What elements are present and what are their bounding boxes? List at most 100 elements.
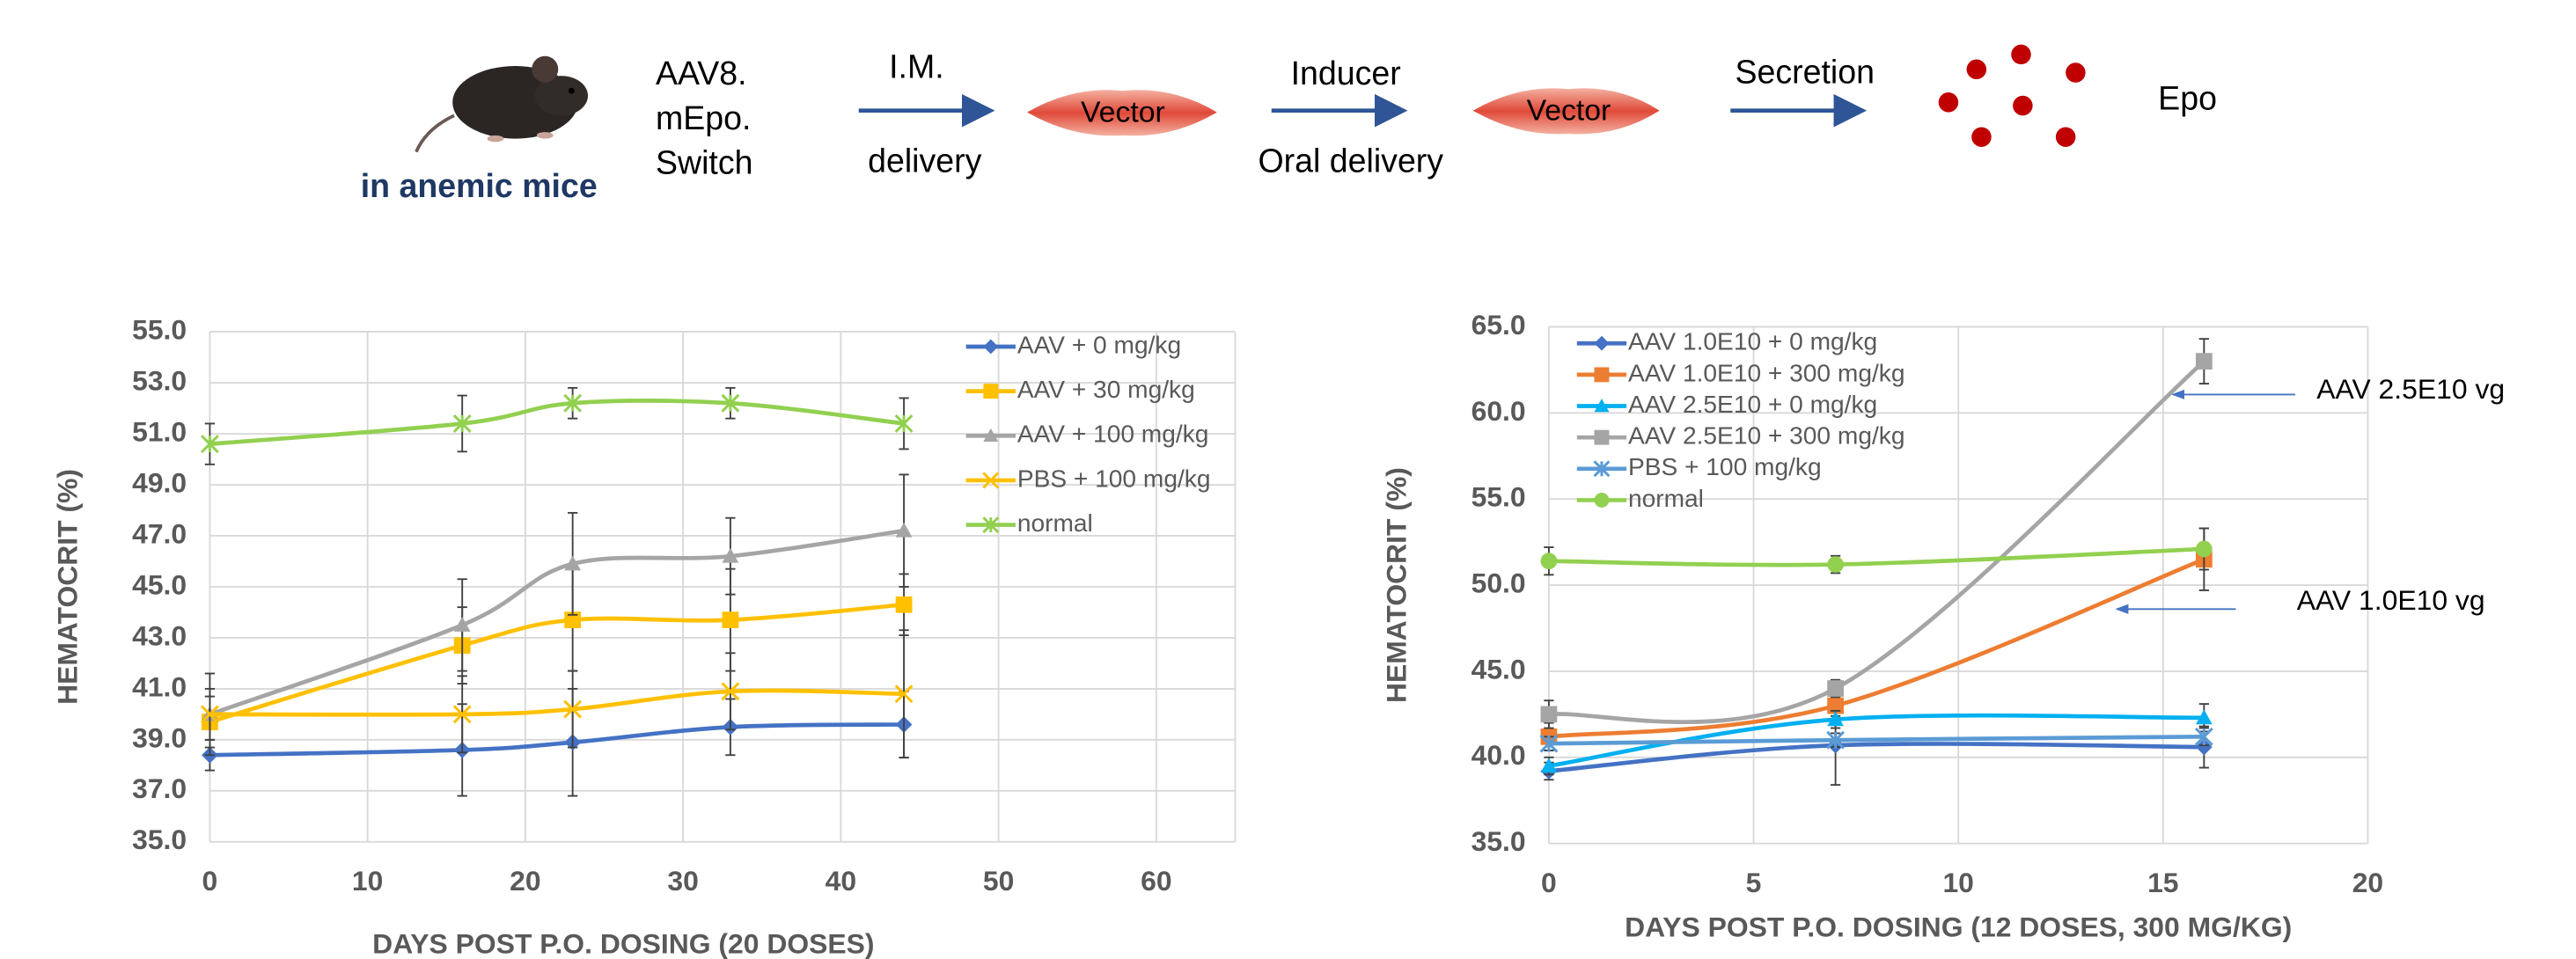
marker	[200, 705, 219, 724]
step-label: Oral delivery	[1259, 143, 1444, 179]
y-tick-label: 39.0	[132, 721, 187, 753]
y-tick-label: 60.0	[1471, 395, 1526, 427]
series-line	[209, 688, 905, 717]
marker	[1594, 399, 1610, 413]
marker	[1594, 335, 1610, 351]
marker	[722, 611, 739, 629]
series-line	[1548, 546, 2205, 567]
x-tick-label: 20	[510, 865, 540, 897]
x-tick-label: 30	[667, 865, 698, 897]
x-tick-label: 50	[983, 865, 1014, 897]
legend-label: AAV 2.5E10 + 0 mg/kg	[1628, 391, 1877, 418]
series-line	[209, 399, 905, 446]
step-label: Inducer	[1291, 55, 1401, 92]
x-tick-label: 40	[826, 865, 856, 897]
y-axis-title: HEMATOCRIT (%)	[1381, 467, 1413, 703]
x-tick-label: 0	[1541, 867, 1557, 898]
y-tick-label: 41.0	[132, 670, 187, 702]
tissue-label: Vector	[1081, 95, 1165, 128]
y-tick-label: 53.0	[132, 364, 187, 396]
x-tick-label: 20	[2352, 867, 2383, 898]
legend-label: AAV 1.0E10 + 0 mg/kg	[1628, 328, 1877, 355]
muscle-icon	[1027, 90, 1217, 136]
annotation: AAV 2.5E10 vg	[2316, 373, 2505, 405]
marker	[1540, 758, 1558, 773]
marker	[721, 393, 740, 413]
series-line	[1548, 359, 2205, 724]
legend-label: AAV + 0 mg/kg	[1017, 331, 1181, 358]
marker	[2195, 540, 2213, 558]
marker	[2195, 709, 2213, 725]
marker	[2195, 738, 2213, 756]
legend-label: AAV + 30 mg/kg	[1017, 376, 1195, 403]
y-tick-label: 37.0	[132, 772, 187, 804]
marker	[895, 522, 913, 538]
construct-line: Switch	[656, 144, 753, 181]
construct-line: AAV8.	[656, 55, 747, 92]
legend-label: normal	[1017, 509, 1093, 537]
marker	[2194, 727, 2213, 746]
x-tick-label: 15	[2147, 867, 2178, 898]
marker	[983, 428, 999, 443]
x-tick-label: 60	[1141, 865, 1171, 897]
y-tick-label: 43.0	[132, 619, 187, 651]
marker	[564, 611, 582, 629]
legend-label: AAV 1.0E10 + 300 mg/kg	[1628, 359, 1905, 386]
subject-label: in anemic mice	[361, 167, 598, 204]
y-tick-label: 45.0	[132, 568, 187, 600]
y-tick-label: 55.0	[132, 314, 187, 346]
marker	[894, 684, 914, 704]
legend-label: AAV + 100 mg/kg	[1017, 421, 1209, 448]
epo-dots	[1938, 44, 2086, 147]
x-axis-title: DAYS POST P.O. DOSING (12 DOSES, 300 MG/…	[1625, 911, 2292, 943]
step-label: Secretion	[1735, 53, 1875, 90]
legend-label: PBS + 100 mg/kg	[1628, 453, 1822, 480]
marker	[563, 699, 583, 719]
marker	[1827, 556, 1844, 573]
muscle-icon	[1472, 88, 1660, 135]
marker	[1539, 734, 1559, 753]
marker	[982, 472, 1000, 489]
x-axis-title: DAYS POST P.O. DOSING (20 DOSES)	[372, 927, 874, 959]
y-tick-label: 55.0	[1471, 481, 1526, 513]
marker	[2195, 353, 2213, 370]
marker	[1594, 493, 1610, 508]
y-tick-label: 40.0	[1471, 739, 1526, 771]
step-label: I.M.	[889, 48, 944, 85]
tissue-label: Vector	[1527, 93, 1611, 127]
y-tick-label: 51.0	[132, 415, 187, 447]
marker	[722, 547, 739, 563]
legend-label: AAV 2.5E10 + 300 mg/kg	[1628, 422, 1905, 450]
construct-line: mEpo.	[656, 99, 751, 136]
marker	[894, 414, 914, 433]
annotation: AAV 1.0E10 vg	[2297, 584, 2485, 616]
x-tick-label: 10	[1942, 867, 1973, 898]
marker	[563, 393, 583, 413]
marker	[1594, 429, 1610, 445]
marker	[1593, 460, 1611, 478]
legend-label: normal	[1628, 485, 1704, 512]
marker	[1826, 730, 1846, 750]
x-tick-label: 10	[352, 865, 383, 897]
step-label: delivery	[868, 143, 982, 179]
marker	[982, 516, 1000, 534]
marker	[1827, 711, 1844, 727]
marker	[1540, 706, 1558, 723]
y-tick-label: 35.0	[132, 824, 187, 855]
mouse-icon	[415, 55, 589, 153]
y-tick-label: 47.0	[132, 517, 187, 549]
legend-label: PBS + 100 mg/kg	[1017, 465, 1211, 492]
x-tick-label: 5	[1746, 867, 1762, 898]
y-tick-label: 45.0	[1471, 653, 1526, 684]
marker	[983, 384, 999, 399]
marker	[452, 414, 472, 433]
y-axis-title: HEMATOCRIT (%)	[51, 469, 83, 705]
series-line	[209, 602, 905, 724]
y-tick-label: 35.0	[1471, 825, 1526, 857]
marker	[983, 339, 999, 355]
marker	[200, 435, 219, 454]
product-label: Epo	[2158, 79, 2217, 116]
marker	[1827, 697, 1844, 714]
